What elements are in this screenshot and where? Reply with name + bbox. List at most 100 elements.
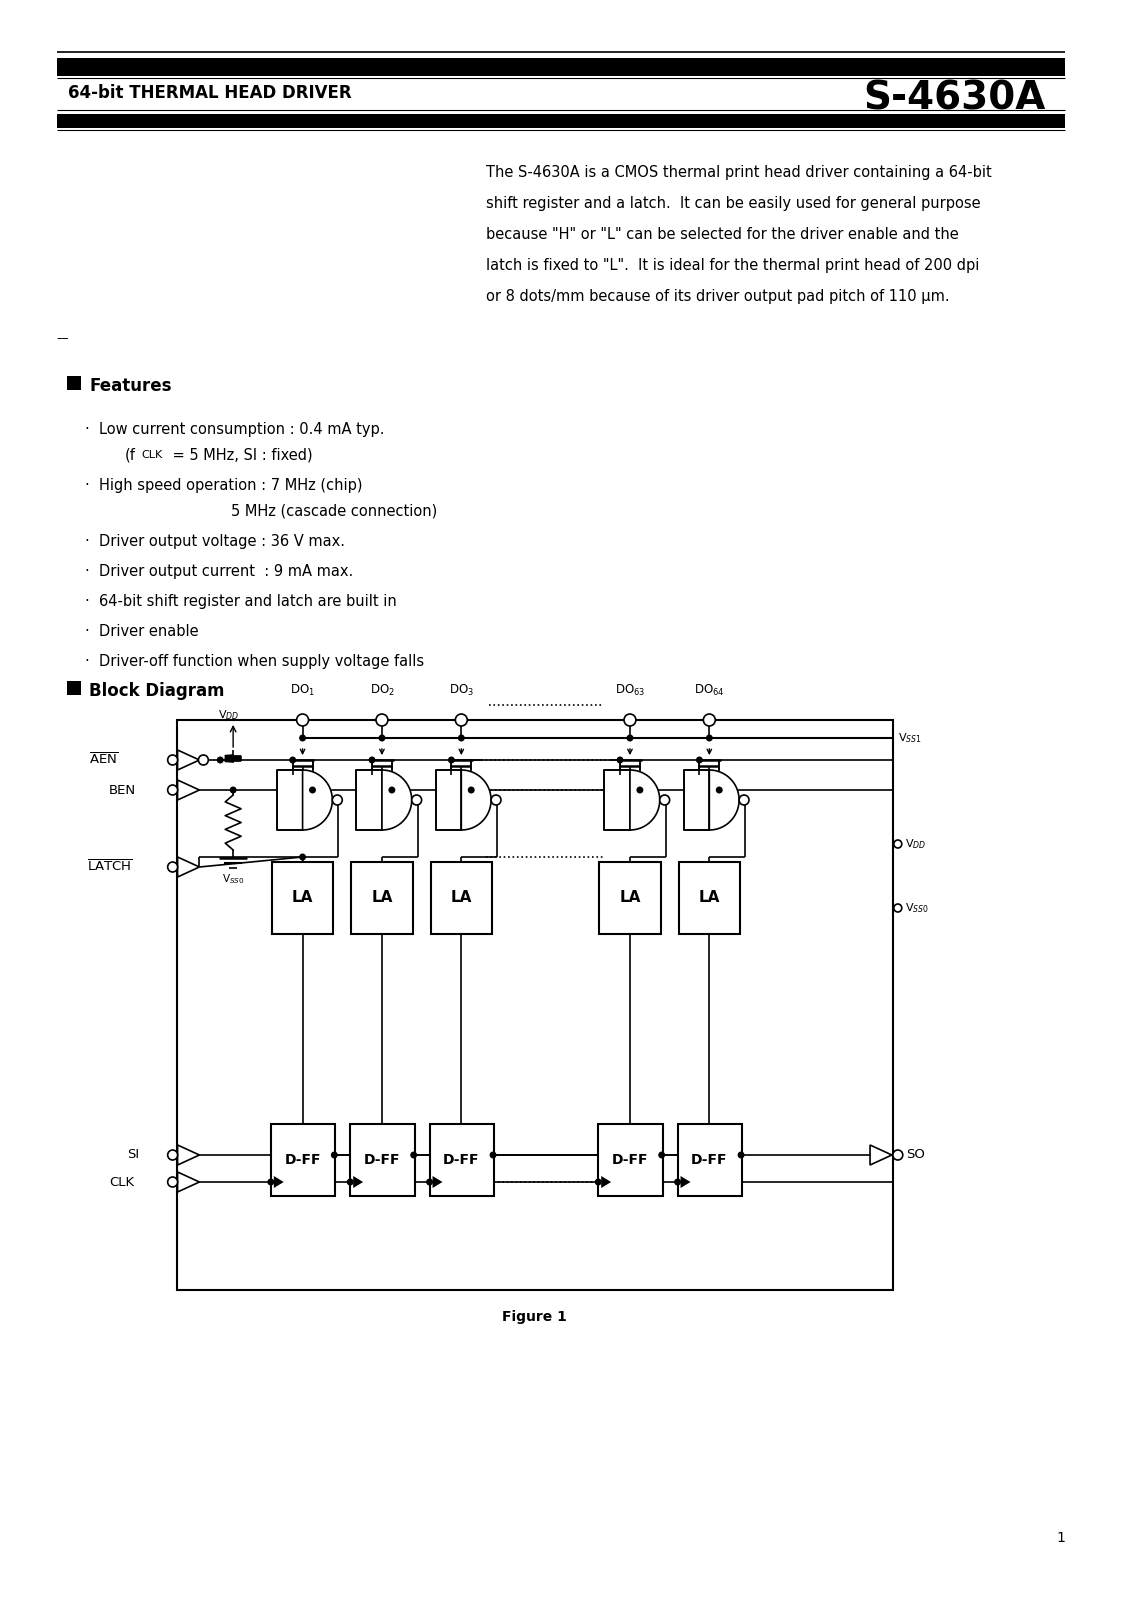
Circle shape <box>379 734 386 741</box>
Text: DO$_3$: DO$_3$ <box>449 683 474 698</box>
Circle shape <box>369 757 375 763</box>
Polygon shape <box>178 750 199 770</box>
Circle shape <box>230 787 236 794</box>
Circle shape <box>456 714 467 726</box>
Text: BEN: BEN <box>109 784 136 797</box>
Circle shape <box>448 757 455 763</box>
Circle shape <box>333 795 343 805</box>
Text: ·  Driver output voltage : 36 V max.: · Driver output voltage : 36 V max. <box>85 534 345 549</box>
Text: LA: LA <box>699 891 720 906</box>
Text: 64-bit THERMAL HEAD DRIVER: 64-bit THERMAL HEAD DRIVER <box>69 83 352 102</box>
Text: SI: SI <box>127 1149 139 1162</box>
Circle shape <box>674 1179 681 1186</box>
Circle shape <box>331 1152 338 1158</box>
Circle shape <box>696 757 702 763</box>
Bar <box>356 770 382 830</box>
Circle shape <box>458 734 465 741</box>
Text: V$_{SS0}$: V$_{SS0}$ <box>222 872 244 886</box>
Bar <box>599 862 661 934</box>
Polygon shape <box>461 770 491 830</box>
Polygon shape <box>432 1176 442 1187</box>
Text: because "H" or "L" can be selected for the driver enable and the: because "H" or "L" can be selected for t… <box>486 227 959 242</box>
Polygon shape <box>178 1171 199 1192</box>
Text: ·  Driver enable: · Driver enable <box>85 624 199 638</box>
Text: ·  Driver output current  : 9 mA max.: · Driver output current : 9 mA max. <box>85 565 354 579</box>
Circle shape <box>296 714 309 726</box>
Text: SO: SO <box>906 1149 925 1162</box>
Text: $\overline{\mathrm{AEN}}$: $\overline{\mathrm{AEN}}$ <box>89 752 119 768</box>
Circle shape <box>616 757 623 763</box>
Text: ·  High speed operation : 7 MHz (chip): · High speed operation : 7 MHz (chip) <box>85 478 363 493</box>
Circle shape <box>468 787 475 794</box>
Text: D-FF: D-FF <box>443 1154 480 1166</box>
Polygon shape <box>303 770 333 830</box>
Bar <box>430 1123 494 1197</box>
Polygon shape <box>681 1176 691 1187</box>
Circle shape <box>167 1178 178 1187</box>
Circle shape <box>637 787 644 794</box>
Text: D-FF: D-FF <box>284 1154 321 1166</box>
Circle shape <box>739 795 749 805</box>
Circle shape <box>290 757 296 763</box>
Bar <box>677 1123 742 1197</box>
Text: ––: –– <box>57 333 69 346</box>
Circle shape <box>388 787 396 794</box>
Circle shape <box>411 1152 417 1158</box>
Text: The S-4630A is a CMOS thermal print head driver containing a 64-bit: The S-4630A is a CMOS thermal print head… <box>486 165 992 179</box>
Text: LA: LA <box>292 891 313 906</box>
Circle shape <box>491 795 501 805</box>
Bar <box>604 770 630 830</box>
Circle shape <box>892 1150 903 1160</box>
Circle shape <box>659 795 670 805</box>
Text: Features: Features <box>89 378 172 395</box>
Text: shift register and a latch.  It can be easily used for general purpose: shift register and a latch. It can be ea… <box>486 195 981 211</box>
Text: latch is fixed to "L".  It is ideal for the thermal print head of 200 dpi: latch is fixed to "L". It is ideal for t… <box>486 258 979 274</box>
Polygon shape <box>178 781 199 800</box>
Circle shape <box>198 755 208 765</box>
Circle shape <box>706 734 713 741</box>
Circle shape <box>426 1179 433 1186</box>
Bar <box>176 720 892 1290</box>
Bar <box>351 1123 415 1197</box>
Polygon shape <box>382 770 412 830</box>
Text: (f: (f <box>126 448 136 462</box>
Circle shape <box>703 714 715 726</box>
Text: LA: LA <box>371 891 392 906</box>
Text: $\overline{\mathrm{LATCH}}$: $\overline{\mathrm{LATCH}}$ <box>87 859 133 875</box>
Bar <box>57 58 1065 75</box>
Text: LA: LA <box>620 891 640 906</box>
Circle shape <box>490 1152 497 1158</box>
Bar <box>598 1123 663 1197</box>
Circle shape <box>658 1152 665 1158</box>
Circle shape <box>167 755 178 765</box>
Text: ·  64-bit shift register and latch are built in: · 64-bit shift register and latch are bu… <box>85 594 397 610</box>
Text: D-FF: D-FF <box>364 1154 400 1166</box>
Circle shape <box>893 904 901 912</box>
Polygon shape <box>870 1146 892 1165</box>
Circle shape <box>595 1179 602 1186</box>
Circle shape <box>167 1150 178 1160</box>
Text: = 5 MHz, SI : fixed): = 5 MHz, SI : fixed) <box>167 448 312 462</box>
Text: V$_{SS0}$: V$_{SS0}$ <box>905 901 929 915</box>
Text: CLK: CLK <box>141 450 163 461</box>
Bar <box>271 862 334 934</box>
Text: Figure 1: Figure 1 <box>502 1310 567 1325</box>
Bar <box>68 682 81 694</box>
Text: or 8 dots/mm because of its driver output pad pitch of 110 μm.: or 8 dots/mm because of its driver outpu… <box>486 290 950 304</box>
Bar <box>68 376 81 390</box>
Text: DO$_1$: DO$_1$ <box>291 683 316 698</box>
Bar <box>270 1123 335 1197</box>
Bar <box>679 862 740 934</box>
Circle shape <box>299 734 307 741</box>
Text: LA: LA <box>450 891 472 906</box>
Circle shape <box>716 787 723 794</box>
Circle shape <box>299 853 307 861</box>
Polygon shape <box>178 1146 199 1165</box>
Polygon shape <box>274 1176 284 1187</box>
Text: Block Diagram: Block Diagram <box>89 682 225 701</box>
Text: ·  Low current consumption : 0.4 mA typ.: · Low current consumption : 0.4 mA typ. <box>85 422 385 437</box>
Circle shape <box>309 787 316 794</box>
Bar <box>431 862 492 934</box>
Bar <box>683 770 709 830</box>
Circle shape <box>167 786 178 795</box>
